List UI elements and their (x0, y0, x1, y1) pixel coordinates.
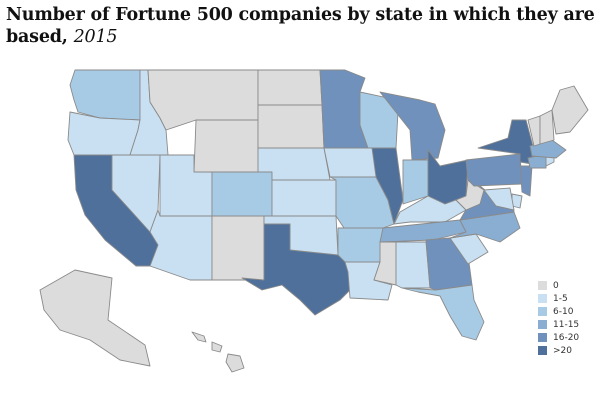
state-wa (69, 69, 141, 121)
state-fl (401, 284, 485, 341)
state-me (551, 85, 589, 135)
state-sd (257, 104, 325, 149)
state-md (483, 187, 515, 211)
state-tn (379, 219, 467, 243)
legend-item: >20 (538, 345, 579, 356)
state-az (149, 209, 213, 281)
legend-swatch (538, 307, 547, 316)
state-nd (257, 69, 323, 106)
state-pa (465, 153, 523, 187)
legend: 0 1-5 6-10 11-15 16-20 >20 (538, 280, 579, 358)
legend-item: 16-20 (538, 332, 579, 343)
state-nm (211, 215, 265, 281)
map-title-year: 2015 (73, 27, 118, 47)
state-ar (337, 227, 384, 263)
state-mi (379, 91, 446, 161)
legend-label: 6-10 (553, 306, 574, 317)
legend-label: 0 (553, 280, 559, 291)
legend-item: 1-5 (538, 293, 579, 304)
state-al (395, 241, 431, 289)
state-oh (427, 149, 469, 205)
legend-label: 16-20 (553, 332, 580, 343)
map-title: Number of Fortune 500 companies by state… (6, 4, 598, 48)
legend-swatch (538, 294, 547, 303)
map-title-text: Number of Fortune 500 companies by state… (6, 5, 595, 47)
legend-item: 6-10 (538, 306, 579, 317)
state-tx (241, 223, 356, 316)
legend-label: 1-5 (553, 293, 568, 304)
legend-label: 11-15 (553, 319, 580, 330)
legend-swatch (538, 346, 547, 355)
state-wy (193, 119, 259, 173)
state-co (211, 171, 273, 217)
state-ks (271, 179, 337, 217)
state-ak (39, 269, 151, 367)
legend-swatch (538, 333, 547, 342)
state-in (402, 159, 429, 205)
legend-label: >20 (553, 345, 572, 356)
legend-swatch (538, 320, 547, 329)
state-hi (191, 331, 245, 373)
state-ms (373, 241, 397, 286)
state-nh (539, 109, 555, 145)
states-layer (39, 69, 589, 373)
state-nj (519, 165, 533, 197)
legend-item: 0 (538, 280, 579, 291)
legend-item: 11-15 (538, 319, 579, 330)
legend-swatch (538, 281, 547, 290)
